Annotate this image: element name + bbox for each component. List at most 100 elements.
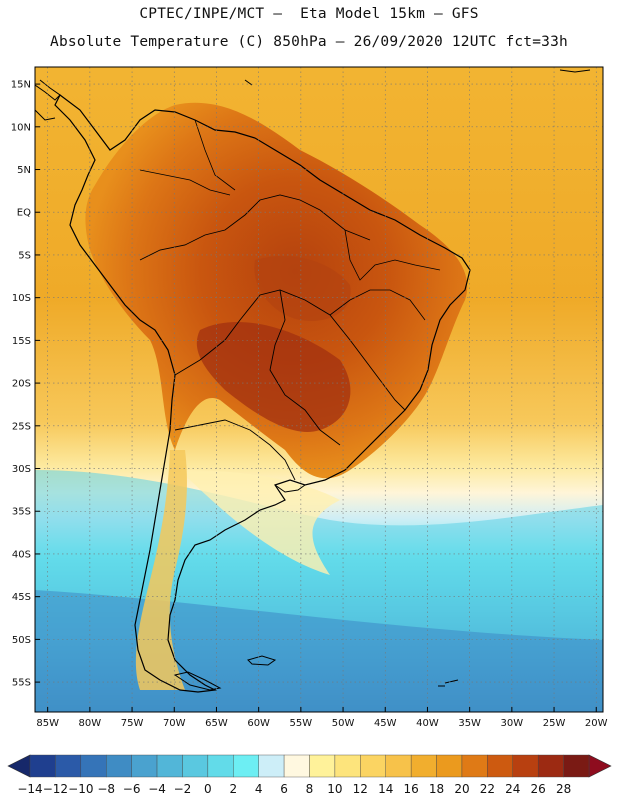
colorbar-swatch bbox=[512, 754, 539, 778]
colorbar-tick-label: 6 bbox=[280, 782, 288, 796]
latitude-label: 45S bbox=[12, 592, 31, 603]
border-line bbox=[174, 289, 406, 411]
colorbar-swatch bbox=[537, 754, 564, 778]
colorbar-swatch bbox=[283, 754, 310, 778]
state-border-line bbox=[344, 229, 441, 281]
graticule bbox=[35, 67, 603, 712]
longitude-label: 60W bbox=[247, 718, 270, 729]
colorbar-tick-label: 22 bbox=[480, 782, 495, 796]
colorbar-swatch bbox=[258, 754, 285, 778]
colorbar-swatch bbox=[309, 754, 336, 778]
colorbar-tick-label: 8 bbox=[306, 782, 314, 796]
map-title-line-1: CPTEC/INPE/MCT – Eta Model 15km – GFS bbox=[139, 6, 479, 22]
hot-core-field bbox=[196, 321, 351, 432]
latitude-label: EQ bbox=[17, 208, 31, 219]
warm-tongue bbox=[180, 470, 340, 575]
colorbar-tick-label: −10 bbox=[68, 782, 93, 796]
longitude-label: 25W bbox=[543, 718, 566, 729]
latitude-ticks bbox=[35, 83, 40, 683]
border-line bbox=[194, 119, 236, 191]
longitude-label: 50W bbox=[332, 718, 355, 729]
colorbar-tick-label: 18 bbox=[429, 782, 444, 796]
colorbar-swatch bbox=[29, 754, 56, 778]
colorbar-swatch bbox=[385, 754, 412, 778]
latitude-label: 20S bbox=[12, 379, 31, 390]
longitude-label: 45W bbox=[374, 718, 397, 729]
colorbar-tick-label: 10 bbox=[327, 782, 342, 796]
longitude-label: 70W bbox=[163, 718, 186, 729]
amazon-hot-field bbox=[254, 256, 351, 321]
colorbar-swatch bbox=[55, 754, 82, 778]
river-plate-outline bbox=[274, 484, 306, 493]
colorbar-above-range-arrow bbox=[588, 754, 612, 778]
colorbar-tick-label: 26 bbox=[531, 782, 546, 796]
longitude-label: 40W bbox=[416, 718, 439, 729]
longitude-label: 30W bbox=[501, 718, 524, 729]
colorbar-tick-label: 4 bbox=[255, 782, 263, 796]
colorbar-swatch bbox=[563, 754, 590, 778]
longitude-label: 65W bbox=[205, 718, 228, 729]
caribbean-island-outline bbox=[559, 69, 591, 73]
latitude-label: 5N bbox=[17, 165, 31, 176]
colorbar-tick-label: −14 bbox=[17, 782, 42, 796]
colorbar-swatch bbox=[334, 754, 361, 778]
colorbar-tick-label: 28 bbox=[556, 782, 571, 796]
colorbar-tick-label: −6 bbox=[123, 782, 141, 796]
longitude-label: 80W bbox=[79, 718, 102, 729]
central-america-coastline bbox=[35, 79, 61, 101]
colorbar-tick-label: −8 bbox=[97, 782, 115, 796]
colorbar-swatch bbox=[436, 754, 463, 778]
map-title-line-2: Absolute Temperature (C) 850hPa – 26/09/… bbox=[50, 34, 568, 50]
colorbar-tick-label: 20 bbox=[454, 782, 469, 796]
south-america-coastline bbox=[54, 94, 471, 693]
colorbar-below-range-arrow bbox=[7, 754, 31, 778]
falkland-islands-outline bbox=[247, 655, 277, 666]
border-line bbox=[139, 194, 371, 261]
colorbar-swatch bbox=[131, 754, 158, 778]
colorbar-tick-label: −4 bbox=[148, 782, 166, 796]
colorbar-tick-label: 2 bbox=[229, 782, 237, 796]
map-frame bbox=[34, 66, 604, 713]
latitude-label: 35S bbox=[12, 507, 31, 518]
map-field bbox=[35, 67, 603, 712]
longitude-label: 35W bbox=[458, 718, 481, 729]
south-georgia-outline bbox=[444, 679, 459, 684]
colorbar-swatch bbox=[156, 754, 183, 778]
colorbar-swatch bbox=[207, 754, 234, 778]
colorbar-tick-labels: −14 −12 −10 −8 −6 −4 −2 0 2 4 6 8 10 12 14 16 18 20 22 24 26… bbox=[17, 782, 571, 796]
latitude-label: 40S bbox=[12, 549, 31, 560]
colorbar-swatch bbox=[410, 754, 437, 778]
andes-cool-strip bbox=[135, 450, 187, 690]
latitude-label: 15S bbox=[12, 336, 31, 347]
colorbar-tick-label: −2 bbox=[174, 782, 192, 796]
colorbar-tick-label: 0 bbox=[204, 782, 212, 796]
latitude-label: 10S bbox=[12, 293, 31, 304]
colorbar-tick-label: 24 bbox=[505, 782, 520, 796]
latitude-label: 50S bbox=[12, 635, 31, 646]
colorbar-swatch bbox=[182, 754, 209, 778]
state-border-line bbox=[329, 289, 426, 321]
colorbar-swatches bbox=[29, 754, 590, 778]
colorbar-tick-label: 12 bbox=[353, 782, 368, 796]
border-line bbox=[174, 419, 296, 481]
colorbar-swatch bbox=[80, 754, 107, 778]
longitude-label: 20W bbox=[585, 718, 608, 729]
latitude-label: 15N bbox=[11, 80, 31, 91]
tierra-del-fuego-outline bbox=[173, 671, 222, 691]
colorbar-swatch bbox=[360, 754, 386, 778]
border-line bbox=[139, 169, 231, 196]
latitude-label: 5S bbox=[18, 250, 31, 261]
colorbar-swatch bbox=[233, 754, 259, 778]
latitude-label: 30S bbox=[12, 464, 31, 475]
colorbar-swatch bbox=[461, 754, 488, 778]
colorbar: −14 −12 −10 −8 −6 −4 −2 0 2 4 6 8 10 12 14 16 18 20 22 24 26… bbox=[7, 754, 612, 796]
latitude-labels: 15N 10N 5N EQ 5S 10S 15S 20S 25S 30S 35S 40S 45S 50S 5… bbox=[11, 80, 31, 689]
longitude-ticks bbox=[47, 707, 597, 712]
longitude-label: 85W bbox=[36, 718, 59, 729]
colorbar-tick-label: 14 bbox=[378, 782, 393, 796]
caribbean-island-outline bbox=[244, 79, 253, 86]
colorbar-tick-label: −12 bbox=[43, 782, 68, 796]
longitude-labels: 85W 80W 75W 70W 65W 60W 55W 50W 45W 40W 35W 30W 25W 2… bbox=[36, 718, 607, 729]
colorbar-swatch bbox=[106, 754, 132, 778]
